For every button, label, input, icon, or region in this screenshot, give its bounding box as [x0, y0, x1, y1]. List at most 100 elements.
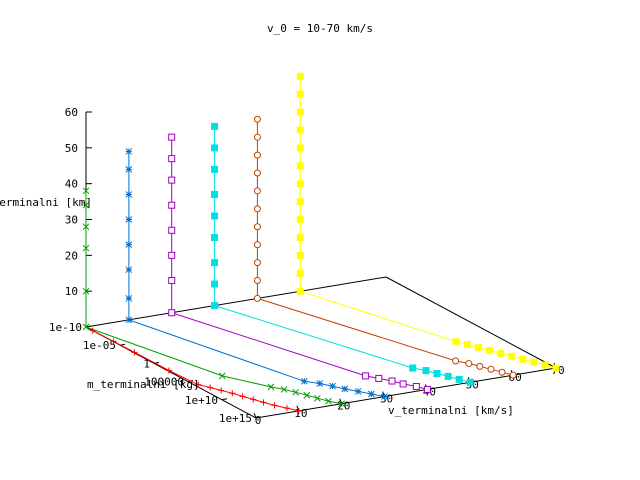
data-point — [338, 400, 346, 408]
data-point — [168, 276, 176, 284]
data-point — [125, 295, 133, 302]
data-point — [329, 382, 336, 390]
data-point — [168, 133, 176, 141]
data-point — [466, 378, 474, 386]
data-point — [300, 377, 308, 385]
data-point — [211, 280, 219, 288]
data-point — [168, 309, 176, 317]
data-point — [325, 397, 332, 405]
data-point — [296, 269, 304, 277]
data-point — [168, 226, 176, 234]
data-point — [211, 302, 219, 310]
z-tick-label: 40 — [65, 178, 78, 191]
data-point — [296, 198, 304, 206]
data-point — [253, 277, 261, 285]
base-frame — [85, 112, 557, 419]
data-point — [381, 393, 388, 400]
data-point — [165, 367, 172, 374]
z-tick-label: 20 — [65, 249, 78, 262]
data-point — [362, 372, 370, 380]
data-series — [82, 72, 560, 414]
data-point — [211, 190, 219, 198]
series-line — [171, 137, 428, 390]
data-point — [131, 349, 138, 356]
series-group — [253, 115, 517, 379]
data-point — [168, 155, 176, 163]
data-point — [530, 358, 538, 366]
z-tick-label: 30 — [65, 214, 78, 227]
y-axis-label: m_terminalni [kg] — [87, 378, 200, 391]
data-point — [271, 402, 278, 409]
chart-title: v_0 = 10-70 km/s — [267, 22, 373, 35]
data-point — [125, 191, 133, 198]
data-point — [253, 294, 261, 302]
data-point — [253, 241, 261, 249]
data-point — [388, 377, 396, 385]
y-tick-label: 1e-10 — [49, 321, 82, 334]
x-tick-mark — [253, 412, 257, 419]
series-group — [168, 133, 431, 393]
data-point — [292, 388, 300, 396]
x-tick-label: 0 — [255, 414, 262, 427]
data-point — [250, 396, 257, 403]
data-point — [399, 380, 407, 388]
data-point — [409, 364, 417, 372]
data-point — [253, 259, 261, 267]
data-point — [498, 368, 506, 376]
data-point — [296, 287, 304, 295]
data-point — [253, 169, 261, 177]
data-point — [296, 234, 304, 242]
series-line — [256, 119, 514, 376]
data-point — [296, 251, 304, 259]
data-point — [82, 287, 90, 295]
data-point — [296, 126, 304, 134]
data-point — [125, 241, 133, 248]
series-group — [125, 148, 388, 400]
data-point — [463, 341, 471, 349]
data-point — [422, 367, 430, 375]
z-tick-label: 50 — [65, 142, 78, 155]
data-point — [253, 223, 261, 231]
data-point — [487, 365, 495, 373]
data-point — [296, 144, 304, 152]
data-point — [519, 355, 527, 363]
data-point — [497, 349, 505, 357]
data-point — [485, 346, 493, 354]
data-point — [125, 166, 133, 173]
series-group — [296, 72, 560, 372]
series-line — [214, 126, 471, 383]
data-point — [296, 108, 304, 116]
data-point — [260, 399, 267, 406]
data-point — [253, 133, 261, 141]
data-point — [552, 364, 560, 372]
data-point — [541, 361, 549, 369]
data-point — [125, 316, 133, 324]
z-axis-label: h_terminalni [km] — [0, 196, 92, 209]
x-tick-label: 10 — [294, 407, 307, 420]
data-point — [253, 187, 261, 195]
data-point — [253, 205, 261, 213]
data-point — [229, 390, 236, 397]
data-point — [211, 233, 219, 241]
data-point — [283, 405, 290, 412]
data-point — [474, 344, 482, 352]
data-point — [253, 115, 261, 123]
series-line — [85, 190, 342, 405]
back-edge-line — [85, 276, 387, 328]
data-point — [303, 391, 311, 399]
data-point — [296, 90, 304, 98]
data-point — [211, 259, 219, 267]
data-point — [354, 388, 362, 395]
data-point — [444, 372, 452, 380]
data-point — [423, 385, 431, 393]
data-point — [433, 370, 441, 378]
data-point — [455, 375, 463, 383]
data-point — [367, 390, 375, 398]
y-tick-label: 1 — [143, 357, 150, 370]
data-point — [452, 338, 460, 346]
series-group — [211, 122, 474, 386]
data-point — [82, 223, 90, 231]
data-point — [168, 176, 176, 184]
